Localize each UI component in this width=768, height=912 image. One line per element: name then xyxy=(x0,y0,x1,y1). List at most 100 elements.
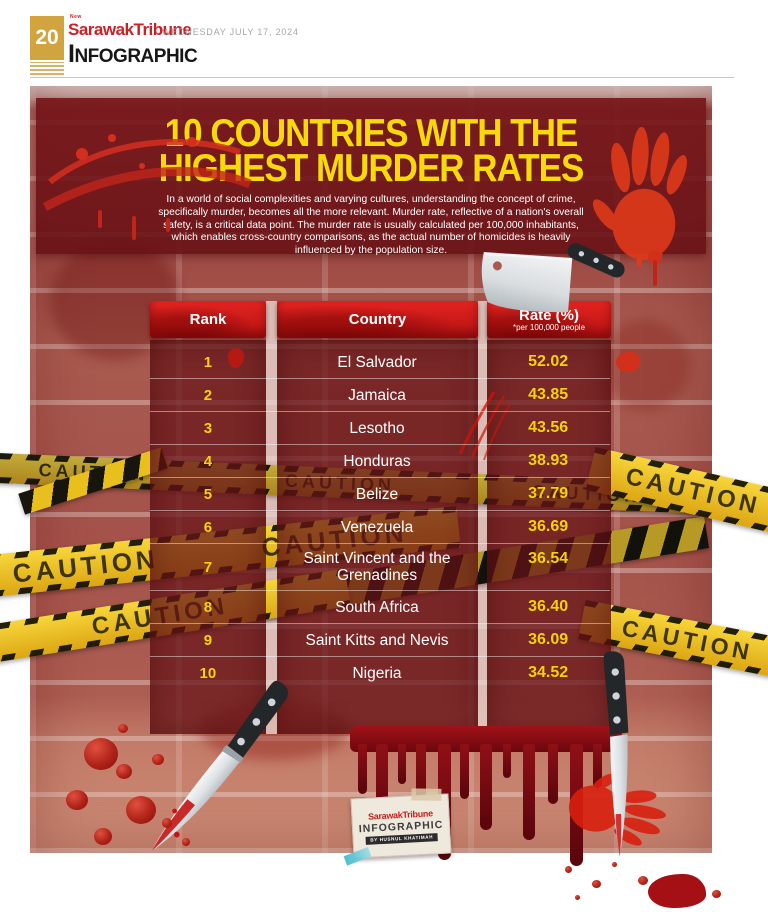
country-cell: Belize xyxy=(355,485,399,503)
blood-drip xyxy=(398,744,406,784)
table-row: 9 Saint Kitts and Nevis 36.09 xyxy=(150,624,610,657)
blood-drip xyxy=(523,744,535,840)
credit-byline: BY HUSNUL KHATIMAH xyxy=(365,832,439,845)
country-cell: Lesotho xyxy=(349,419,405,437)
blood-drip xyxy=(653,260,657,286)
claw-scratch-marks xyxy=(458,391,511,461)
blood-drip xyxy=(503,744,511,778)
rank-cell: 3 xyxy=(203,419,213,437)
blood-drop xyxy=(612,862,617,867)
table-row: 5 Belize 37.79 xyxy=(150,478,610,511)
blood-drop xyxy=(592,880,601,888)
table-row: 1 El Salvador 52.02 xyxy=(150,346,610,379)
page-number-box: 20 xyxy=(30,16,64,60)
blood-drop xyxy=(94,828,112,845)
blood-drop xyxy=(648,250,662,264)
rate-cell: 52.02 xyxy=(528,353,569,370)
blood-drop xyxy=(118,724,128,733)
blood-drip xyxy=(480,744,492,830)
rank-cell: 10 xyxy=(199,664,217,682)
table-row: 10 Nigeria 34.52 xyxy=(150,657,610,689)
poster-intro-text: In a world of social complexities and va… xyxy=(158,194,584,257)
rate-cell: 36.40 xyxy=(528,598,569,615)
blood-drop xyxy=(575,895,580,900)
page-number-decoration xyxy=(30,62,64,75)
rate-cell: 43.56 xyxy=(528,419,569,436)
rank-cell: 4 xyxy=(203,452,213,470)
tape-scrap-icon xyxy=(411,788,442,801)
title-band: 10 COUNTRIES WITH THE HIGHEST MURDER RAT… xyxy=(36,98,706,256)
rate-cell: 43.85 xyxy=(528,386,569,403)
edition-date: WEDNESDAY JULY 17, 2024 xyxy=(162,27,299,37)
table-header-country: Country xyxy=(277,301,478,338)
cleaver-knife-icon xyxy=(481,243,625,313)
table-header-rank: Rank xyxy=(150,301,266,338)
table-row: 7 Saint Vincent and the Grenadines 36.54 xyxy=(150,544,610,591)
country-cell: Saint Kitts and Nevis xyxy=(305,631,449,649)
column-gap xyxy=(478,301,487,734)
poster-title-line1: 10 COUNTRIES WITH THE xyxy=(164,112,579,155)
bloody-handprint xyxy=(592,126,687,267)
rate-header-subtext: *per 100,000 people xyxy=(512,323,586,332)
blood-drip xyxy=(593,744,602,788)
country-cell: South Africa xyxy=(335,598,419,616)
rank-header-label: Rank xyxy=(189,311,227,328)
masthead-prefix: New xyxy=(70,14,82,20)
infographic-credit-badge: SarawakTribune INFOGRAPHIC BY HUSNUL KHA… xyxy=(343,788,452,866)
blood-drop xyxy=(712,890,721,898)
blood-drop xyxy=(152,754,164,765)
column-gap xyxy=(266,301,277,734)
masthead-logo: SarawakTribune xyxy=(68,20,192,39)
blood-drip xyxy=(416,744,426,814)
blood-drip xyxy=(460,744,469,799)
country-header-label: Country xyxy=(348,311,407,328)
rank-cell: 6 xyxy=(203,518,213,536)
bloody-handprint xyxy=(568,773,667,846)
rank-column xyxy=(150,340,266,734)
blood-drop xyxy=(162,818,172,828)
blood-drop xyxy=(565,866,572,873)
blood-drop xyxy=(116,764,132,779)
blood-drop xyxy=(84,738,118,770)
table-row: 6 Venezuela 36.69 xyxy=(150,511,610,544)
rank-cell: 8 xyxy=(203,598,213,616)
blood-drip xyxy=(548,744,558,804)
rank-cell: 5 xyxy=(203,485,213,503)
rank-cell: 1 xyxy=(203,353,213,371)
page-number: 20 xyxy=(35,26,59,49)
blood-drop xyxy=(638,876,648,885)
paring-knife-icon xyxy=(603,651,629,857)
blood-slash-marks xyxy=(42,134,252,240)
country-cell: Honduras xyxy=(343,452,411,470)
table-row: 3 Lesotho 43.56 xyxy=(150,412,610,445)
rate-cell: 34.52 xyxy=(528,664,569,681)
rate-cell: 37.79 xyxy=(528,485,569,502)
table-row: 4 Honduras 38.93 xyxy=(150,445,610,478)
country-cell: El Salvador xyxy=(337,353,417,371)
section-title: Infographic xyxy=(68,40,198,68)
blood-stain xyxy=(600,320,690,410)
chef-knife-icon xyxy=(151,680,289,852)
rate-cell: 36.09 xyxy=(528,631,569,648)
country-cell: Venezuela xyxy=(340,518,414,536)
country-cell: Saint Vincent and the Grenadines xyxy=(303,550,451,584)
blood-splat xyxy=(616,352,640,372)
rank-cell: 7 xyxy=(203,558,213,576)
blood-drop xyxy=(126,796,156,824)
country-column xyxy=(277,340,478,734)
blood-drop xyxy=(182,838,190,846)
table-row: 8 South Africa 36.40 xyxy=(150,591,610,624)
rate-cell: 38.93 xyxy=(528,452,569,469)
murder-rate-table: 1 El Salvador 52.02 2 Jamaica 43.85 3 Le… xyxy=(150,346,610,689)
country-cell: Nigeria xyxy=(352,664,402,682)
blood-drip xyxy=(358,744,367,794)
rank-cell: 9 xyxy=(203,631,213,649)
rate-column xyxy=(487,340,611,734)
table-row: 2 Jamaica 43.85 xyxy=(150,379,610,412)
rate-cell: 36.69 xyxy=(528,518,569,535)
rank-cell: 2 xyxy=(203,386,213,404)
rate-cell: 36.54 xyxy=(528,550,569,567)
country-cell: Jamaica xyxy=(348,386,406,404)
header-divider xyxy=(30,77,734,78)
